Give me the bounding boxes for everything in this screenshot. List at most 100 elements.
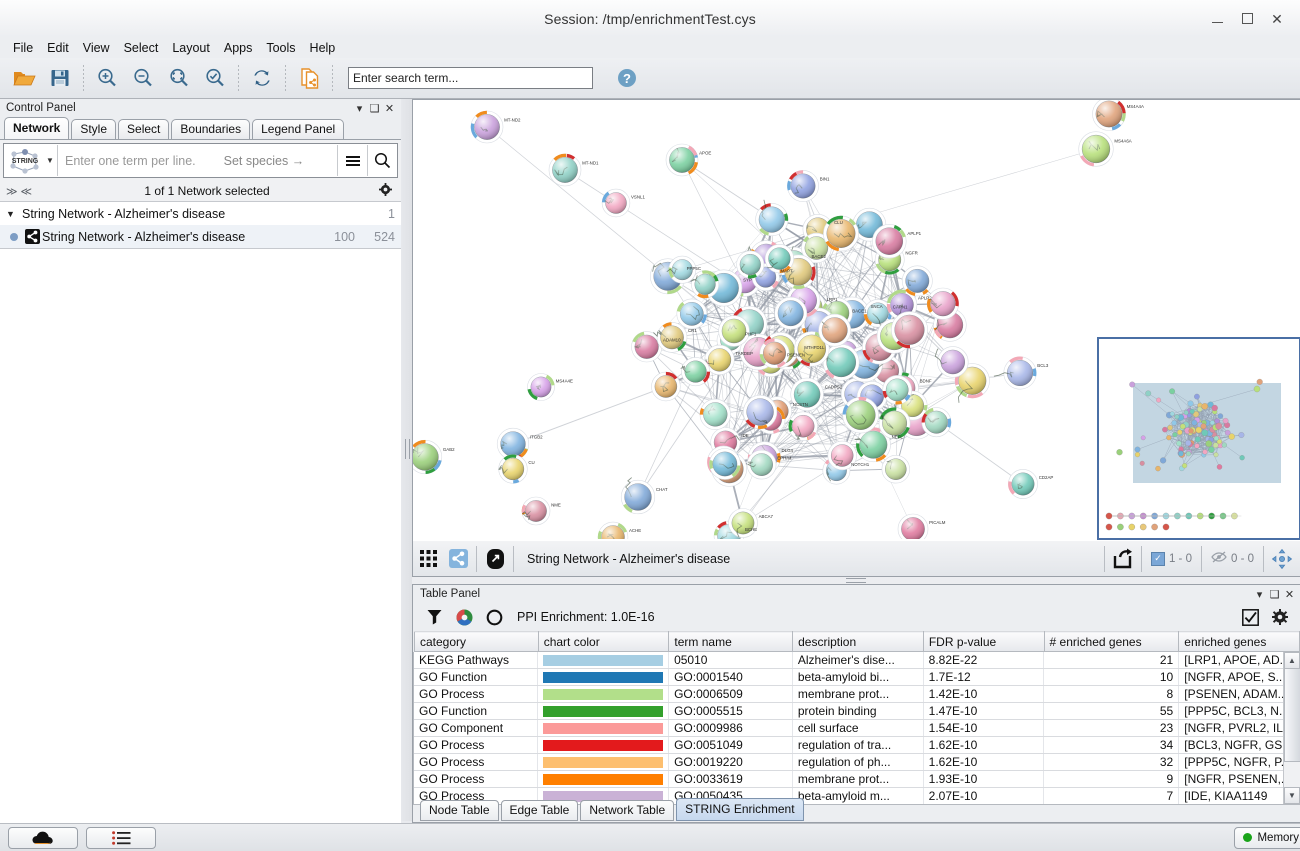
- network-tree-root[interactable]: ▼ String Network - Alzheimer's disease 1: [0, 202, 401, 225]
- zoom-fit-network-icon[interactable]: [197, 60, 233, 96]
- network-node[interactable]: [789, 412, 818, 441]
- network-node[interactable]: [775, 297, 807, 329]
- col-enriched-count[interactable]: # enriched genes: [1044, 632, 1179, 652]
- zoom-in-icon[interactable]: [89, 60, 125, 96]
- network-node[interactable]: [883, 375, 912, 404]
- donut-chart-icon[interactable]: [479, 605, 509, 629]
- scroll-thumb[interactable]: [1284, 668, 1300, 762]
- network-node[interactable]: [922, 408, 951, 437]
- network-node[interactable]: [872, 224, 906, 258]
- network-node[interactable]: [927, 288, 958, 319]
- select-all-checkbox-icon[interactable]: [1235, 605, 1265, 629]
- network-node[interactable]: [549, 154, 581, 186]
- network-node[interactable]: [471, 111, 503, 143]
- network-node[interactable]: [1093, 100, 1126, 131]
- tab-style[interactable]: Style: [71, 119, 116, 139]
- network-node[interactable]: [413, 440, 442, 474]
- maximize-button[interactable]: [1232, 5, 1262, 33]
- network-node[interactable]: [994, 357, 1036, 389]
- network-node[interactable]: [1079, 132, 1114, 167]
- tab-network-table[interactable]: Network Table: [580, 800, 674, 821]
- set-species-link[interactable]: Set species →: [224, 154, 305, 168]
- help-icon[interactable]: ?: [609, 60, 645, 96]
- menu-apps[interactable]: Apps: [217, 39, 260, 57]
- grid-layout-icon[interactable]: [413, 545, 443, 573]
- network-node[interactable]: [729, 509, 758, 538]
- network-node[interactable]: [621, 478, 655, 514]
- vertical-splitter[interactable]: [401, 99, 412, 821]
- network-node[interactable]: [743, 395, 777, 429]
- hidden-nodes-indicator[interactable]: 0 - 0: [1205, 551, 1260, 566]
- network-node[interactable]: [760, 339, 789, 368]
- network-tree-item[interactable]: String Network - Alzheimer's disease 100…: [0, 225, 401, 248]
- horizontal-splitter[interactable]: [412, 576, 1300, 584]
- col-term-name[interactable]: term name: [669, 632, 793, 652]
- menu-file[interactable]: File: [6, 39, 40, 57]
- network-node[interactable]: [677, 299, 707, 329]
- col-fdr-pvalue[interactable]: FDR p-value: [923, 632, 1044, 652]
- col-chart-color[interactable]: chart color: [538, 632, 669, 652]
- expand-all-icon[interactable]: ≪: [21, 185, 33, 198]
- network-node[interactable]: [666, 144, 698, 176]
- network-node[interactable]: [691, 271, 719, 298]
- network-node[interactable]: [819, 314, 851, 346]
- export-network-icon[interactable]: [291, 60, 327, 96]
- col-enriched-genes[interactable]: enriched genes: [1179, 632, 1300, 652]
- network-node[interactable]: [902, 266, 932, 296]
- network-node[interactable]: [1008, 469, 1037, 498]
- save-icon[interactable]: [42, 60, 78, 96]
- network-node[interactable]: [681, 357, 710, 385]
- export-image-icon[interactable]: [1108, 545, 1138, 573]
- chevron-down-icon[interactable]: ▾: [352, 102, 367, 115]
- network-node[interactable]: [652, 372, 681, 401]
- string-term-input[interactable]: Enter one term per line. Set species →: [58, 154, 337, 168]
- network-node[interactable]: [709, 449, 740, 480]
- tab-node-table[interactable]: Node Table: [420, 800, 499, 821]
- menu-edit[interactable]: Edit: [40, 39, 76, 57]
- tab-select[interactable]: Select: [118, 119, 169, 139]
- scroll-up-arrow-icon[interactable]: ▲: [1284, 652, 1300, 669]
- zoom-out-icon[interactable]: [125, 60, 161, 96]
- network-node[interactable]: [528, 374, 555, 401]
- settings-gear-icon[interactable]: [1265, 605, 1295, 629]
- cloud-status-icon[interactable]: [8, 827, 78, 849]
- search-icon[interactable]: [368, 145, 397, 176]
- close-panel-icon[interactable]: ✕: [382, 102, 397, 115]
- network-navigator-overview[interactable]: [1097, 337, 1300, 540]
- menu-help[interactable]: Help: [303, 39, 343, 57]
- memory-status-button[interactable]: Memory: [1234, 827, 1300, 849]
- col-category[interactable]: category: [415, 632, 539, 652]
- filter-icon[interactable]: [419, 605, 449, 629]
- detach-view-icon[interactable]: [480, 545, 510, 573]
- network-node[interactable]: [598, 522, 628, 539]
- fit-content-icon[interactable]: [1267, 545, 1297, 573]
- task-list-icon[interactable]: [86, 827, 156, 849]
- network-node[interactable]: [882, 455, 910, 483]
- search-input[interactable]: Enter search term...: [348, 67, 593, 89]
- refresh-icon[interactable]: [244, 60, 280, 96]
- chevron-down-icon[interactable]: ▾: [1252, 588, 1267, 601]
- tab-string-enrichment[interactable]: STRING Enrichment: [676, 798, 803, 821]
- menu-layout[interactable]: Layout: [165, 39, 217, 57]
- zoom-fit-selected-icon[interactable]: [161, 60, 197, 96]
- share-network-icon[interactable]: [443, 545, 473, 573]
- tab-network[interactable]: Network: [4, 117, 69, 139]
- network-node[interactable]: [756, 200, 788, 236]
- minimize-button[interactable]: [1202, 5, 1232, 33]
- network-node[interactable]: [898, 514, 928, 539]
- col-description[interactable]: description: [793, 632, 924, 652]
- tab-legend-panel[interactable]: Legend Panel: [252, 119, 344, 139]
- string-logo-icon[interactable]: STRING: [4, 145, 46, 176]
- network-node[interactable]: [747, 450, 776, 479]
- settings-gear-icon[interactable]: [379, 183, 392, 199]
- open-folder-icon[interactable]: [6, 60, 42, 96]
- network-node[interactable]: [935, 347, 968, 378]
